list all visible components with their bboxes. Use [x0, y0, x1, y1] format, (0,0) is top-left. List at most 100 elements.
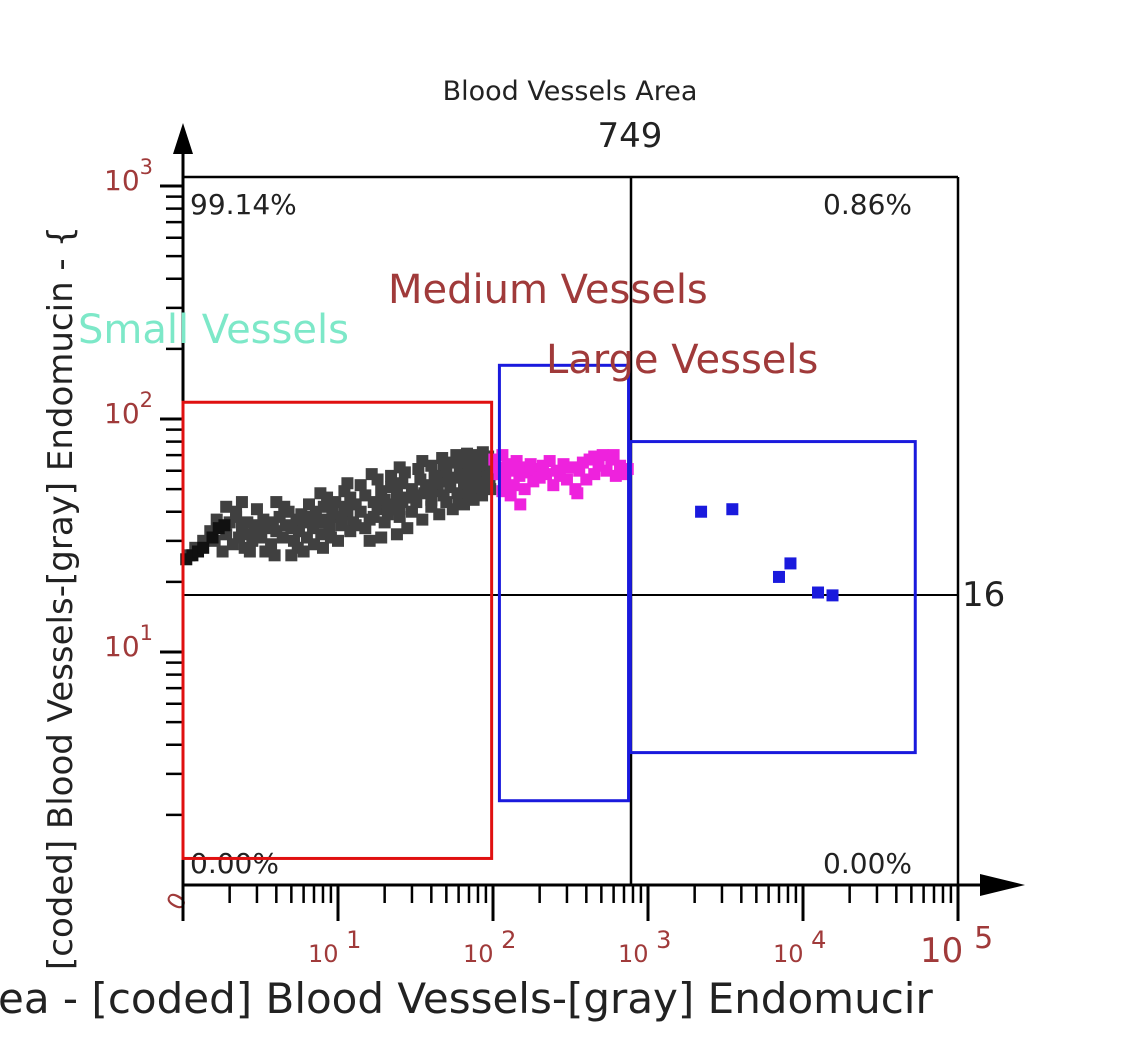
scatter-point — [784, 557, 797, 570]
scatter-point — [393, 510, 406, 523]
scatter-point — [458, 498, 471, 511]
scatter-point — [381, 503, 394, 516]
scatter-point — [826, 589, 839, 602]
scatter-point — [695, 505, 708, 518]
scatter-point — [588, 450, 601, 463]
scatter-point — [233, 531, 246, 544]
y-axis-label: [coded] Blood Vessels-[gray] Endomucin -… — [41, 226, 81, 970]
scatter-point — [393, 461, 406, 474]
quadrant-lower-left-pct: 0.00% — [190, 847, 279, 880]
scatter-point — [390, 528, 403, 541]
scatter-point — [285, 549, 298, 562]
y-divider-label: 16 — [962, 575, 1005, 615]
gate-label: Small Vessels — [78, 307, 349, 353]
scatter-point — [430, 477, 443, 490]
y-axis-ticks: 101 102 103 — [104, 155, 183, 817]
scatter-point — [276, 531, 289, 544]
scatter-point — [600, 464, 613, 477]
scatter-point — [812, 586, 825, 599]
x-tick-label: 10 4 — [773, 926, 826, 968]
chart-title: Blood Vessels Area — [443, 76, 698, 107]
x-tick-label: 10 5 — [920, 921, 993, 971]
scatter-point — [354, 479, 367, 492]
x-divider-label: 749 — [598, 116, 663, 156]
scatter-point — [297, 545, 310, 558]
scatter-point — [467, 493, 480, 506]
data-points — [180, 446, 839, 602]
scatter-point — [359, 522, 372, 535]
scatter-point — [461, 447, 474, 460]
scatter-point — [230, 505, 243, 518]
scatter-point — [420, 483, 433, 496]
scatter-point — [314, 487, 327, 500]
x-tick-label: 10 1 — [308, 926, 361, 968]
y-tick-label: 102 — [104, 388, 153, 430]
scatter-point — [436, 452, 449, 465]
scatter-point — [401, 522, 414, 535]
gate-rect[interactable] — [628, 440, 917, 755]
y-zero-label: 0 — [161, 888, 193, 915]
scatter-point — [446, 503, 459, 516]
scatter-point — [341, 477, 354, 490]
scatter-point — [216, 545, 229, 558]
gate-rect[interactable] — [181, 400, 494, 860]
y-tick-label: 103 — [104, 155, 153, 197]
scatter-point — [243, 545, 256, 558]
scatter-point — [259, 545, 272, 558]
scatter-point — [726, 503, 739, 516]
scatter-point — [250, 503, 263, 516]
scatter-point — [273, 510, 286, 523]
scatter-point — [375, 531, 388, 544]
scatter-point — [332, 510, 344, 523]
scatter-point — [560, 473, 573, 486]
scatter-point — [378, 493, 391, 506]
scatter-point — [772, 570, 785, 583]
scatter-point — [363, 534, 376, 547]
scatter-point — [378, 516, 391, 529]
scatter-point — [547, 479, 560, 492]
scatter-point — [450, 449, 463, 462]
scatter-point — [255, 531, 268, 544]
scatter-point — [453, 468, 466, 481]
x-tick-label: 10 3 — [618, 926, 671, 968]
x-axis-arrow — [980, 874, 1025, 896]
gate-label: Large Vessels — [546, 337, 818, 383]
scatter-point — [197, 541, 210, 554]
scatter-point — [416, 513, 429, 526]
scatter-point — [543, 455, 556, 468]
scatter-point — [507, 479, 520, 492]
scatter-point — [323, 522, 336, 535]
gate-rectangles — [181, 363, 917, 860]
scatter-point — [416, 455, 429, 468]
scatter-point — [367, 510, 380, 523]
gate-rect[interactable] — [497, 363, 631, 803]
scatter-point — [316, 541, 329, 554]
gate-label: Medium Vessels — [388, 267, 708, 313]
quadrant-upper-right-pct: 0.86% — [823, 188, 912, 221]
scatter-point — [442, 473, 455, 486]
x-axis-ticks: 10 1 10 2 10 3 10 4 10 5 — [181, 885, 993, 971]
scatter-point — [349, 519, 362, 532]
scatter-point — [396, 496, 409, 509]
scatter-point — [571, 487, 584, 500]
gate-labels: Small Vessels Medium Vessels Large Vessels — [78, 267, 818, 383]
scatter-point — [405, 505, 418, 518]
scatter-point — [206, 531, 219, 544]
scatter-point — [365, 468, 378, 481]
y-axis-arrow — [173, 123, 193, 154]
scatter-point — [220, 500, 233, 513]
scatter-point — [268, 549, 281, 562]
scatter-point — [607, 449, 620, 462]
y-tick-label: 101 — [104, 621, 153, 663]
scatter-point — [270, 496, 283, 509]
scatter-point — [303, 498, 316, 511]
scatter-point — [408, 489, 421, 502]
scatter-point — [504, 489, 517, 502]
scatter-point — [332, 534, 344, 547]
scatter-point — [433, 508, 446, 521]
x-axis-label: ea - [coded] Blood Vessels-[gray] Endomu… — [0, 974, 933, 1023]
quadrant-upper-left-pct: 99.14% — [190, 188, 297, 221]
scatter-point — [514, 498, 527, 511]
quadrant-lower-right-pct: 0.00% — [823, 847, 912, 880]
x-tick-label: 10 2 — [463, 926, 516, 968]
